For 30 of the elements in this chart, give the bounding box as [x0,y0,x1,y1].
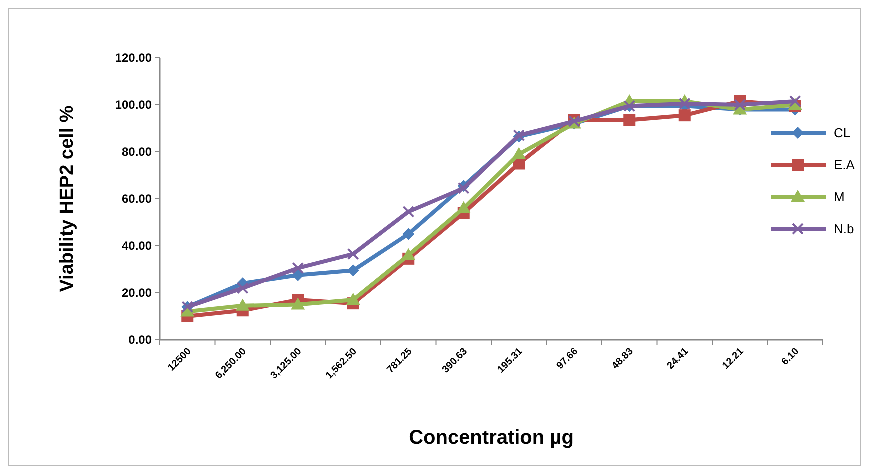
point [236,298,250,311]
y-tick-label: 80.00 [122,145,152,160]
x-axis-title: Concentration µg [409,427,574,449]
legend-label: E.A [834,158,856,173]
y-tick-label: 60.00 [122,192,152,206]
point [624,114,636,126]
point [789,95,802,108]
y-tick-label: 0.00 [128,333,152,348]
point [678,110,691,122]
point [347,248,360,260]
x-tick-label: 6.10 [780,346,802,368]
y-tick-label: 40.00 [122,239,152,254]
legend-label: CL [834,126,851,141]
point [512,147,526,160]
legend-label: N.b [834,222,854,237]
point [291,298,306,310]
point [402,228,415,240]
point [346,293,360,306]
y-tick-label: 100.00 [115,98,152,112]
point [456,201,471,214]
point [292,262,304,274]
point [402,206,415,218]
y-axis-title: Viability HEP2 cell % [57,106,78,292]
y-tick-label: 20.00 [122,286,152,300]
point [236,282,249,294]
point [678,98,691,110]
point [402,248,416,260]
y-tick-label: 120.00 [115,51,152,66]
legend-label: M [834,190,845,205]
point [734,99,746,111]
